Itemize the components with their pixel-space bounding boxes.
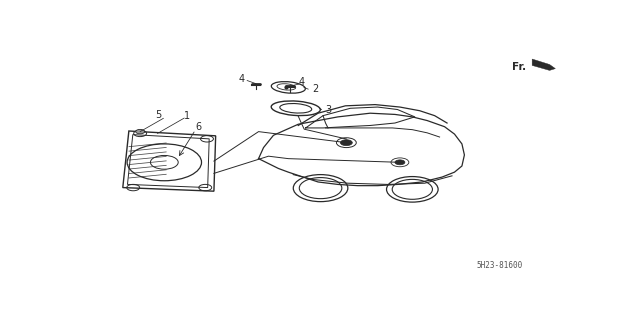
Text: 2: 2 [312, 84, 318, 94]
Text: 1: 1 [184, 111, 189, 121]
Text: 3: 3 [326, 105, 332, 115]
Text: 4: 4 [299, 77, 305, 87]
Text: 5H23-81600: 5H23-81600 [476, 261, 522, 270]
Polygon shape [532, 59, 556, 70]
Circle shape [392, 179, 433, 199]
Circle shape [300, 178, 342, 199]
Circle shape [340, 140, 352, 145]
Text: 6: 6 [195, 122, 201, 132]
Text: 4: 4 [238, 74, 244, 84]
Circle shape [136, 130, 145, 134]
Circle shape [395, 160, 405, 165]
Text: Fr.: Fr. [511, 62, 525, 72]
Text: 5: 5 [156, 110, 161, 120]
